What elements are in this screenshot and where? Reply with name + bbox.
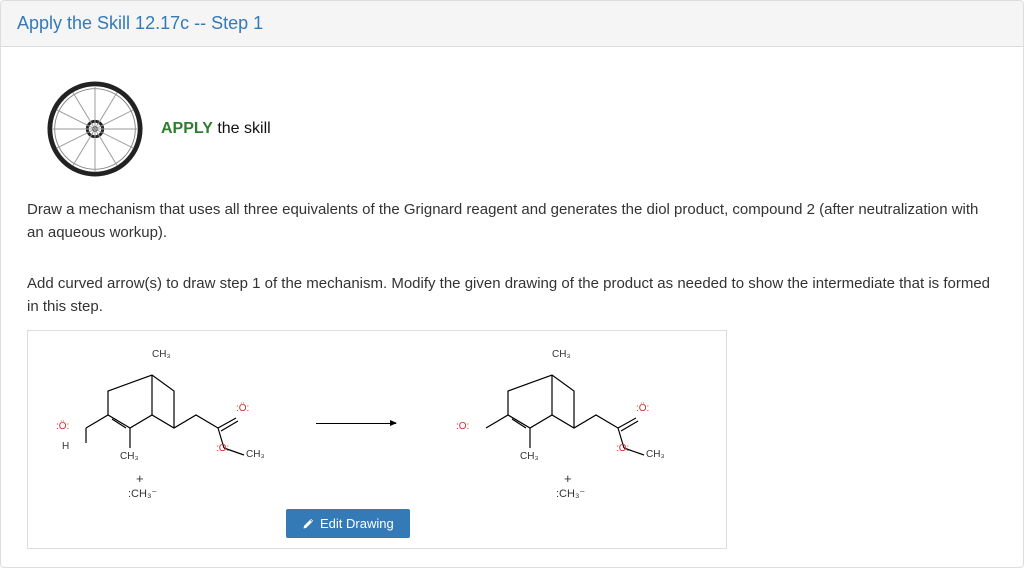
label-ch3: CH₃ [120, 451, 139, 462]
apply-word-green: APPLY [161, 120, 213, 137]
panel-header: Apply the Skill 12.17c -- Step 1 [1, 1, 1023, 47]
product-structure: CH₃ CH₃ CH₃ :Ö: :O: :O: + :CH₃⁻ [446, 343, 666, 503]
grignard-label: :CH₃⁻ [556, 487, 585, 500]
pencil-icon [302, 518, 314, 530]
plus-sign: + [136, 471, 144, 486]
label-ch3: CH₃ [246, 449, 265, 460]
label-o: :Ö: [56, 421, 69, 432]
label-o: :Ö: [236, 403, 249, 414]
label-h: H [62, 441, 69, 452]
apply-word-black: the skill [213, 120, 271, 137]
page-title: Apply the Skill 12.17c -- Step 1 [17, 13, 1007, 34]
reactant-structure: CH₃ CH₃ CH₃ :Ö: :O: :Ö: H + :CH₃⁻ [46, 343, 266, 503]
question-panel: Apply the Skill 12.17c -- Step 1 [0, 0, 1024, 568]
reaction-arrow [306, 423, 406, 424]
label-ch3: CH₃ [646, 449, 665, 460]
molecule-row: CH₃ CH₃ CH₃ :Ö: :O: :Ö: H + :CH₃⁻ [46, 343, 708, 503]
grignard-label: :CH₃⁻ [128, 487, 157, 500]
edit-button-label: Edit Drawing [320, 516, 394, 531]
label-o: :O: [216, 443, 229, 454]
wheel-icon [47, 81, 143, 177]
panel-body: APPLY the skill Draw a mechanism that us… [1, 47, 1023, 567]
drawing-canvas[interactable]: CH₃ CH₃ CH₃ :Ö: :O: :Ö: H + :CH₃⁻ [27, 330, 727, 549]
label-ch3: CH₃ [152, 349, 171, 360]
plus-sign: + [564, 471, 572, 486]
label-o: :O: [616, 443, 629, 454]
prompt-1: Draw a mechanism that uses all three equ… [27, 199, 997, 244]
label-o: :Ö: [636, 403, 649, 414]
label-o: :O: [456, 421, 469, 432]
label-ch3: CH₃ [552, 349, 571, 360]
apply-label: APPLY the skill [161, 120, 271, 138]
prompt-2: Add curved arrow(s) to draw step 1 of th… [27, 273, 997, 318]
label-ch3: CH₃ [520, 451, 539, 462]
edit-drawing-button[interactable]: Edit Drawing [286, 509, 410, 538]
apply-skill-row: APPLY the skill [47, 81, 997, 177]
